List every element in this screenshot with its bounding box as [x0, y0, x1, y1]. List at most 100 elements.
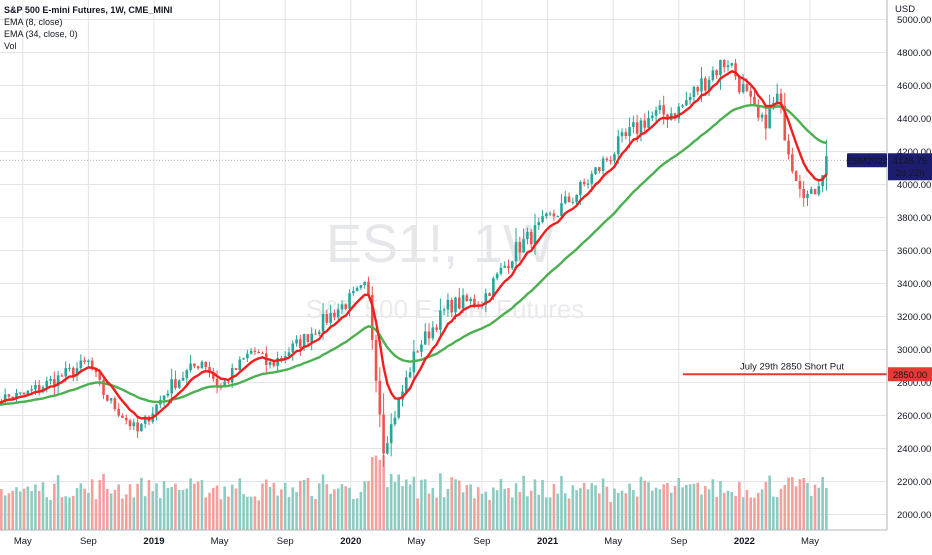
- candle-body[interactable]: [492, 278, 495, 297]
- candle-body[interactable]: [113, 398, 117, 410]
- candle-body[interactable]: [397, 399, 401, 418]
- candle-body[interactable]: [696, 86, 700, 92]
- candle-body[interactable]: [745, 84, 749, 91]
- candle-body[interactable]: [166, 393, 170, 396]
- candle-body[interactable]: [348, 293, 351, 309]
- candle-body[interactable]: [427, 331, 431, 339]
- candle-body[interactable]: [83, 360, 86, 362]
- candle-body[interactable]: [738, 76, 741, 93]
- candle-body[interactable]: [363, 281, 366, 286]
- candle-body[interactable]: [420, 344, 423, 352]
- candle-body[interactable]: [439, 310, 442, 330]
- candle-body[interactable]: [791, 154, 794, 172]
- candle-body[interactable]: [344, 304, 348, 309]
- candle-body[interactable]: [211, 372, 215, 379]
- candle-body[interactable]: [435, 327, 438, 330]
- candle-body[interactable]: [295, 339, 298, 344]
- candle-body[interactable]: [124, 417, 128, 421]
- candle-body[interactable]: [734, 63, 737, 77]
- candle-body[interactable]: [314, 333, 317, 335]
- candle-body[interactable]: [272, 362, 276, 366]
- candle-body[interactable]: [200, 361, 204, 369]
- candle-body[interactable]: [257, 351, 261, 354]
- candle-body[interactable]: [616, 136, 620, 155]
- candle-body[interactable]: [18, 392, 22, 394]
- candle-body[interactable]: [329, 312, 332, 323]
- candle-body[interactable]: [382, 414, 385, 454]
- candle-body[interactable]: [575, 194, 578, 202]
- candle-body[interactable]: [673, 113, 677, 119]
- candle-body[interactable]: [567, 196, 571, 203]
- candle-body[interactable]: [601, 158, 605, 171]
- candle-body[interactable]: [764, 114, 768, 129]
- candle-body[interactable]: [60, 375, 64, 377]
- candle-body[interactable]: [510, 261, 514, 269]
- candle-body[interactable]: [571, 201, 575, 203]
- candle-body[interactable]: [624, 132, 628, 137]
- candle-body[interactable]: [121, 415, 124, 418]
- candle-body[interactable]: [590, 173, 594, 184]
- candle-body[interactable]: [730, 63, 734, 66]
- candle-body[interactable]: [185, 370, 189, 378]
- candle-body[interactable]: [647, 117, 650, 128]
- candle-body[interactable]: [457, 297, 461, 309]
- candle-body[interactable]: [128, 420, 132, 427]
- candle-body[interactable]: [779, 93, 783, 106]
- candle-body[interactable]: [189, 363, 192, 371]
- candle-body[interactable]: [49, 378, 52, 381]
- candle-body[interactable]: [56, 375, 60, 387]
- candle-body[interactable]: [170, 379, 173, 394]
- candle-body[interactable]: [662, 105, 665, 115]
- candle-body[interactable]: [609, 160, 612, 162]
- candle-body[interactable]: [223, 381, 226, 388]
- candle-body[interactable]: [302, 334, 306, 349]
- candle-body[interactable]: [355, 287, 359, 291]
- candle-body[interactable]: [359, 285, 363, 288]
- candle-body[interactable]: [45, 380, 49, 388]
- candle-body[interactable]: [238, 359, 242, 370]
- candle-body[interactable]: [825, 156, 828, 176]
- candle-body[interactable]: [522, 239, 525, 253]
- candle-body[interactable]: [75, 368, 79, 376]
- candle-body[interactable]: [261, 353, 264, 355]
- candle-body[interactable]: [556, 215, 559, 217]
- candle-body[interactable]: [106, 394, 109, 401]
- candle-body[interactable]: [325, 314, 329, 323]
- candle-body[interactable]: [688, 96, 692, 101]
- candle-body[interactable]: [291, 343, 295, 353]
- candle-body[interactable]: [692, 86, 696, 97]
- candle-body[interactable]: [681, 105, 684, 107]
- candle-body[interactable]: [204, 361, 208, 368]
- volume-legend[interactable]: Vol: [4, 41, 17, 51]
- candle-body[interactable]: [469, 298, 472, 302]
- candle-body[interactable]: [7, 394, 11, 397]
- candle-body[interactable]: [64, 368, 67, 377]
- candle-body[interactable]: [658, 105, 662, 111]
- candle-body[interactable]: [370, 294, 374, 340]
- candle-body[interactable]: [552, 213, 556, 217]
- candle-body[interactable]: [367, 281, 370, 295]
- candle-body[interactable]: [30, 389, 33, 391]
- candle-body[interactable]: [643, 120, 647, 128]
- candle-body[interactable]: [117, 409, 120, 416]
- candle-body[interactable]: [389, 424, 393, 444]
- candle-body[interactable]: [711, 70, 715, 80]
- candle-body[interactable]: [654, 110, 658, 116]
- candle-body[interactable]: [53, 378, 56, 387]
- candle-body[interactable]: [541, 216, 544, 223]
- candle-body[interactable]: [268, 362, 272, 365]
- candle-body[interactable]: [333, 312, 336, 318]
- candle-body[interactable]: [352, 290, 355, 294]
- candle-body[interactable]: [336, 309, 340, 318]
- candle-body[interactable]: [405, 377, 408, 392]
- candle-body[interactable]: [227, 381, 230, 383]
- candle-body[interactable]: [613, 154, 616, 161]
- candle-body[interactable]: [707, 79, 711, 91]
- candle-body[interactable]: [545, 213, 548, 217]
- candle-body[interactable]: [579, 181, 582, 195]
- candle-body[interactable]: [715, 70, 718, 76]
- candle-body[interactable]: [317, 331, 321, 335]
- candle-body[interactable]: [71, 367, 75, 376]
- candle-body[interactable]: [283, 356, 287, 359]
